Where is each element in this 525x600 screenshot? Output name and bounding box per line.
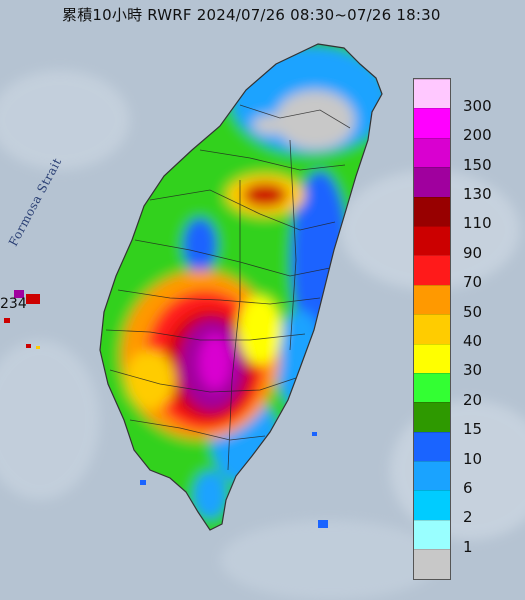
legend-swatch [414, 490, 450, 520]
legend-label: 20 [463, 390, 483, 409]
legend-swatch [414, 549, 450, 579]
legend-swatch [414, 255, 450, 285]
legend-swatch [414, 137, 450, 168]
legend-label: 1 [463, 537, 473, 556]
legend-label: 6 [463, 478, 473, 497]
legend-swatch [414, 284, 450, 315]
legend-colorbar [413, 78, 451, 580]
legend-swatch [414, 167, 450, 197]
legend-swatch [414, 79, 450, 109]
coastline [99, 43, 383, 531]
legend-label: 300 [463, 96, 492, 115]
legend-label: 110 [463, 214, 492, 233]
legend-label: 10 [463, 449, 483, 468]
offshore-echoes [4, 290, 328, 528]
legend-label: 70 [463, 273, 483, 292]
legend-swatch [414, 461, 450, 491]
legend-swatch [414, 196, 450, 226]
offshore-value-label: 234 [0, 296, 27, 312]
map-title: 累積10小時 RWRF 2024/07/26 08:30~07/26 18:30 [62, 6, 441, 24]
legend-label: 30 [463, 361, 483, 380]
legend-label: 2 [463, 508, 473, 527]
legend-swatch [414, 225, 450, 256]
legend-swatch [414, 519, 450, 550]
legend-label: 200 [463, 126, 492, 145]
legend-swatch [414, 402, 450, 432]
legend-swatch [414, 108, 450, 138]
legend-swatch [414, 431, 450, 462]
legend-swatch [414, 314, 450, 344]
legend-label: 130 [463, 184, 492, 203]
legend-label: 90 [463, 243, 483, 262]
legend-label: 150 [463, 155, 492, 174]
legend-swatch [414, 343, 450, 373]
legend-label: 40 [463, 331, 483, 350]
legend-swatch [414, 372, 450, 403]
legend-label: 15 [463, 420, 483, 439]
legend-label: 50 [463, 302, 483, 321]
